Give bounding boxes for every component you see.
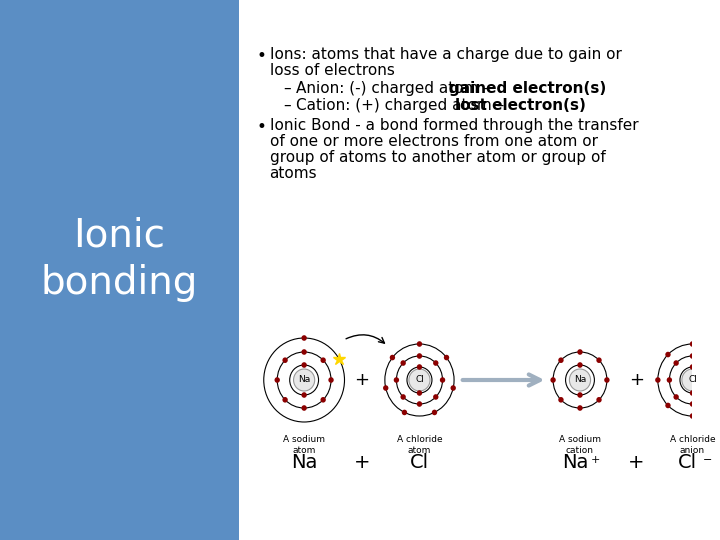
Text: Na: Na xyxy=(574,375,586,384)
Circle shape xyxy=(690,353,695,359)
Text: group of atoms to another atom or group of: group of atoms to another atom or group … xyxy=(269,150,606,165)
Circle shape xyxy=(302,405,307,411)
Text: •: • xyxy=(256,118,266,136)
Text: Cl: Cl xyxy=(415,375,424,384)
Text: Ionic Bond - a bond formed through the transfer: Ionic Bond - a bond formed through the t… xyxy=(269,118,638,133)
Circle shape xyxy=(558,397,564,403)
Circle shape xyxy=(282,357,288,363)
Circle shape xyxy=(400,360,406,366)
Circle shape xyxy=(673,394,679,400)
Circle shape xyxy=(402,410,407,415)
Text: Anion: (-) charged atom –: Anion: (-) charged atom – xyxy=(297,81,496,96)
Circle shape xyxy=(328,377,334,383)
Circle shape xyxy=(302,335,307,341)
Circle shape xyxy=(282,397,288,403)
Circle shape xyxy=(444,355,449,360)
Text: •: • xyxy=(256,47,266,65)
Circle shape xyxy=(665,352,670,357)
Circle shape xyxy=(417,401,422,407)
Circle shape xyxy=(400,394,406,400)
Circle shape xyxy=(274,377,280,383)
Text: gained electron(s): gained electron(s) xyxy=(449,81,606,96)
Text: Na: Na xyxy=(298,375,310,384)
Circle shape xyxy=(690,413,695,419)
Circle shape xyxy=(690,364,695,370)
Circle shape xyxy=(714,352,719,357)
Text: A sodium
cation: A sodium cation xyxy=(559,435,601,455)
Circle shape xyxy=(383,385,388,391)
Text: –: – xyxy=(283,98,291,113)
Circle shape xyxy=(390,355,395,360)
Text: loss of electrons: loss of electrons xyxy=(269,63,395,78)
Circle shape xyxy=(690,401,695,407)
Circle shape xyxy=(682,369,703,391)
Circle shape xyxy=(706,394,711,400)
Circle shape xyxy=(596,397,602,403)
Circle shape xyxy=(432,410,437,415)
Circle shape xyxy=(433,394,438,400)
Text: −: − xyxy=(703,455,712,465)
Text: –: – xyxy=(283,81,291,96)
Circle shape xyxy=(550,377,556,383)
Circle shape xyxy=(706,360,711,366)
Circle shape xyxy=(294,369,315,391)
Text: A sodium
atom: A sodium atom xyxy=(283,435,325,455)
Text: Cl: Cl xyxy=(410,453,429,472)
Circle shape xyxy=(409,369,430,391)
Circle shape xyxy=(451,385,456,391)
Circle shape xyxy=(570,369,590,391)
Circle shape xyxy=(577,349,582,355)
Circle shape xyxy=(302,392,307,398)
Circle shape xyxy=(596,357,602,363)
Bar xyxy=(0,0,239,540)
Circle shape xyxy=(433,360,438,366)
Text: Ions: atoms that have a charge due to gain or: Ions: atoms that have a charge due to ga… xyxy=(269,47,621,62)
Circle shape xyxy=(417,364,422,370)
Circle shape xyxy=(577,362,582,368)
Circle shape xyxy=(577,392,582,398)
Text: Ionic
bonding: Ionic bonding xyxy=(41,217,198,302)
Circle shape xyxy=(673,360,679,366)
Circle shape xyxy=(440,377,445,383)
Circle shape xyxy=(577,405,582,411)
Text: Na: Na xyxy=(562,453,588,472)
Circle shape xyxy=(667,377,672,383)
Circle shape xyxy=(690,390,695,396)
Circle shape xyxy=(690,341,695,347)
Circle shape xyxy=(417,353,422,359)
Circle shape xyxy=(665,403,670,408)
Circle shape xyxy=(558,357,564,363)
Text: +: + xyxy=(628,453,644,472)
Circle shape xyxy=(714,403,719,408)
Circle shape xyxy=(320,357,326,363)
Text: of one or more electrons from one atom or: of one or more electrons from one atom o… xyxy=(269,134,598,149)
Circle shape xyxy=(655,377,660,383)
Text: A chloride
atom: A chloride atom xyxy=(397,435,442,455)
Circle shape xyxy=(417,341,422,347)
Text: A chloride
anion: A chloride anion xyxy=(670,435,715,455)
Text: Cl: Cl xyxy=(678,453,697,472)
Circle shape xyxy=(417,390,422,396)
Circle shape xyxy=(302,349,307,355)
Text: +: + xyxy=(629,371,644,389)
Text: Na: Na xyxy=(291,453,318,472)
Circle shape xyxy=(394,377,399,383)
Text: +: + xyxy=(354,453,370,472)
Text: +: + xyxy=(590,455,600,465)
Text: Cation: (+) charged atom –: Cation: (+) charged atom – xyxy=(297,98,510,113)
Circle shape xyxy=(320,397,326,403)
Circle shape xyxy=(604,377,610,383)
Text: lost electron(s): lost electron(s) xyxy=(455,98,585,113)
Text: Cl: Cl xyxy=(688,375,697,384)
Circle shape xyxy=(302,362,307,368)
Text: +: + xyxy=(354,371,369,389)
Circle shape xyxy=(713,377,719,383)
Text: atoms: atoms xyxy=(269,166,317,181)
